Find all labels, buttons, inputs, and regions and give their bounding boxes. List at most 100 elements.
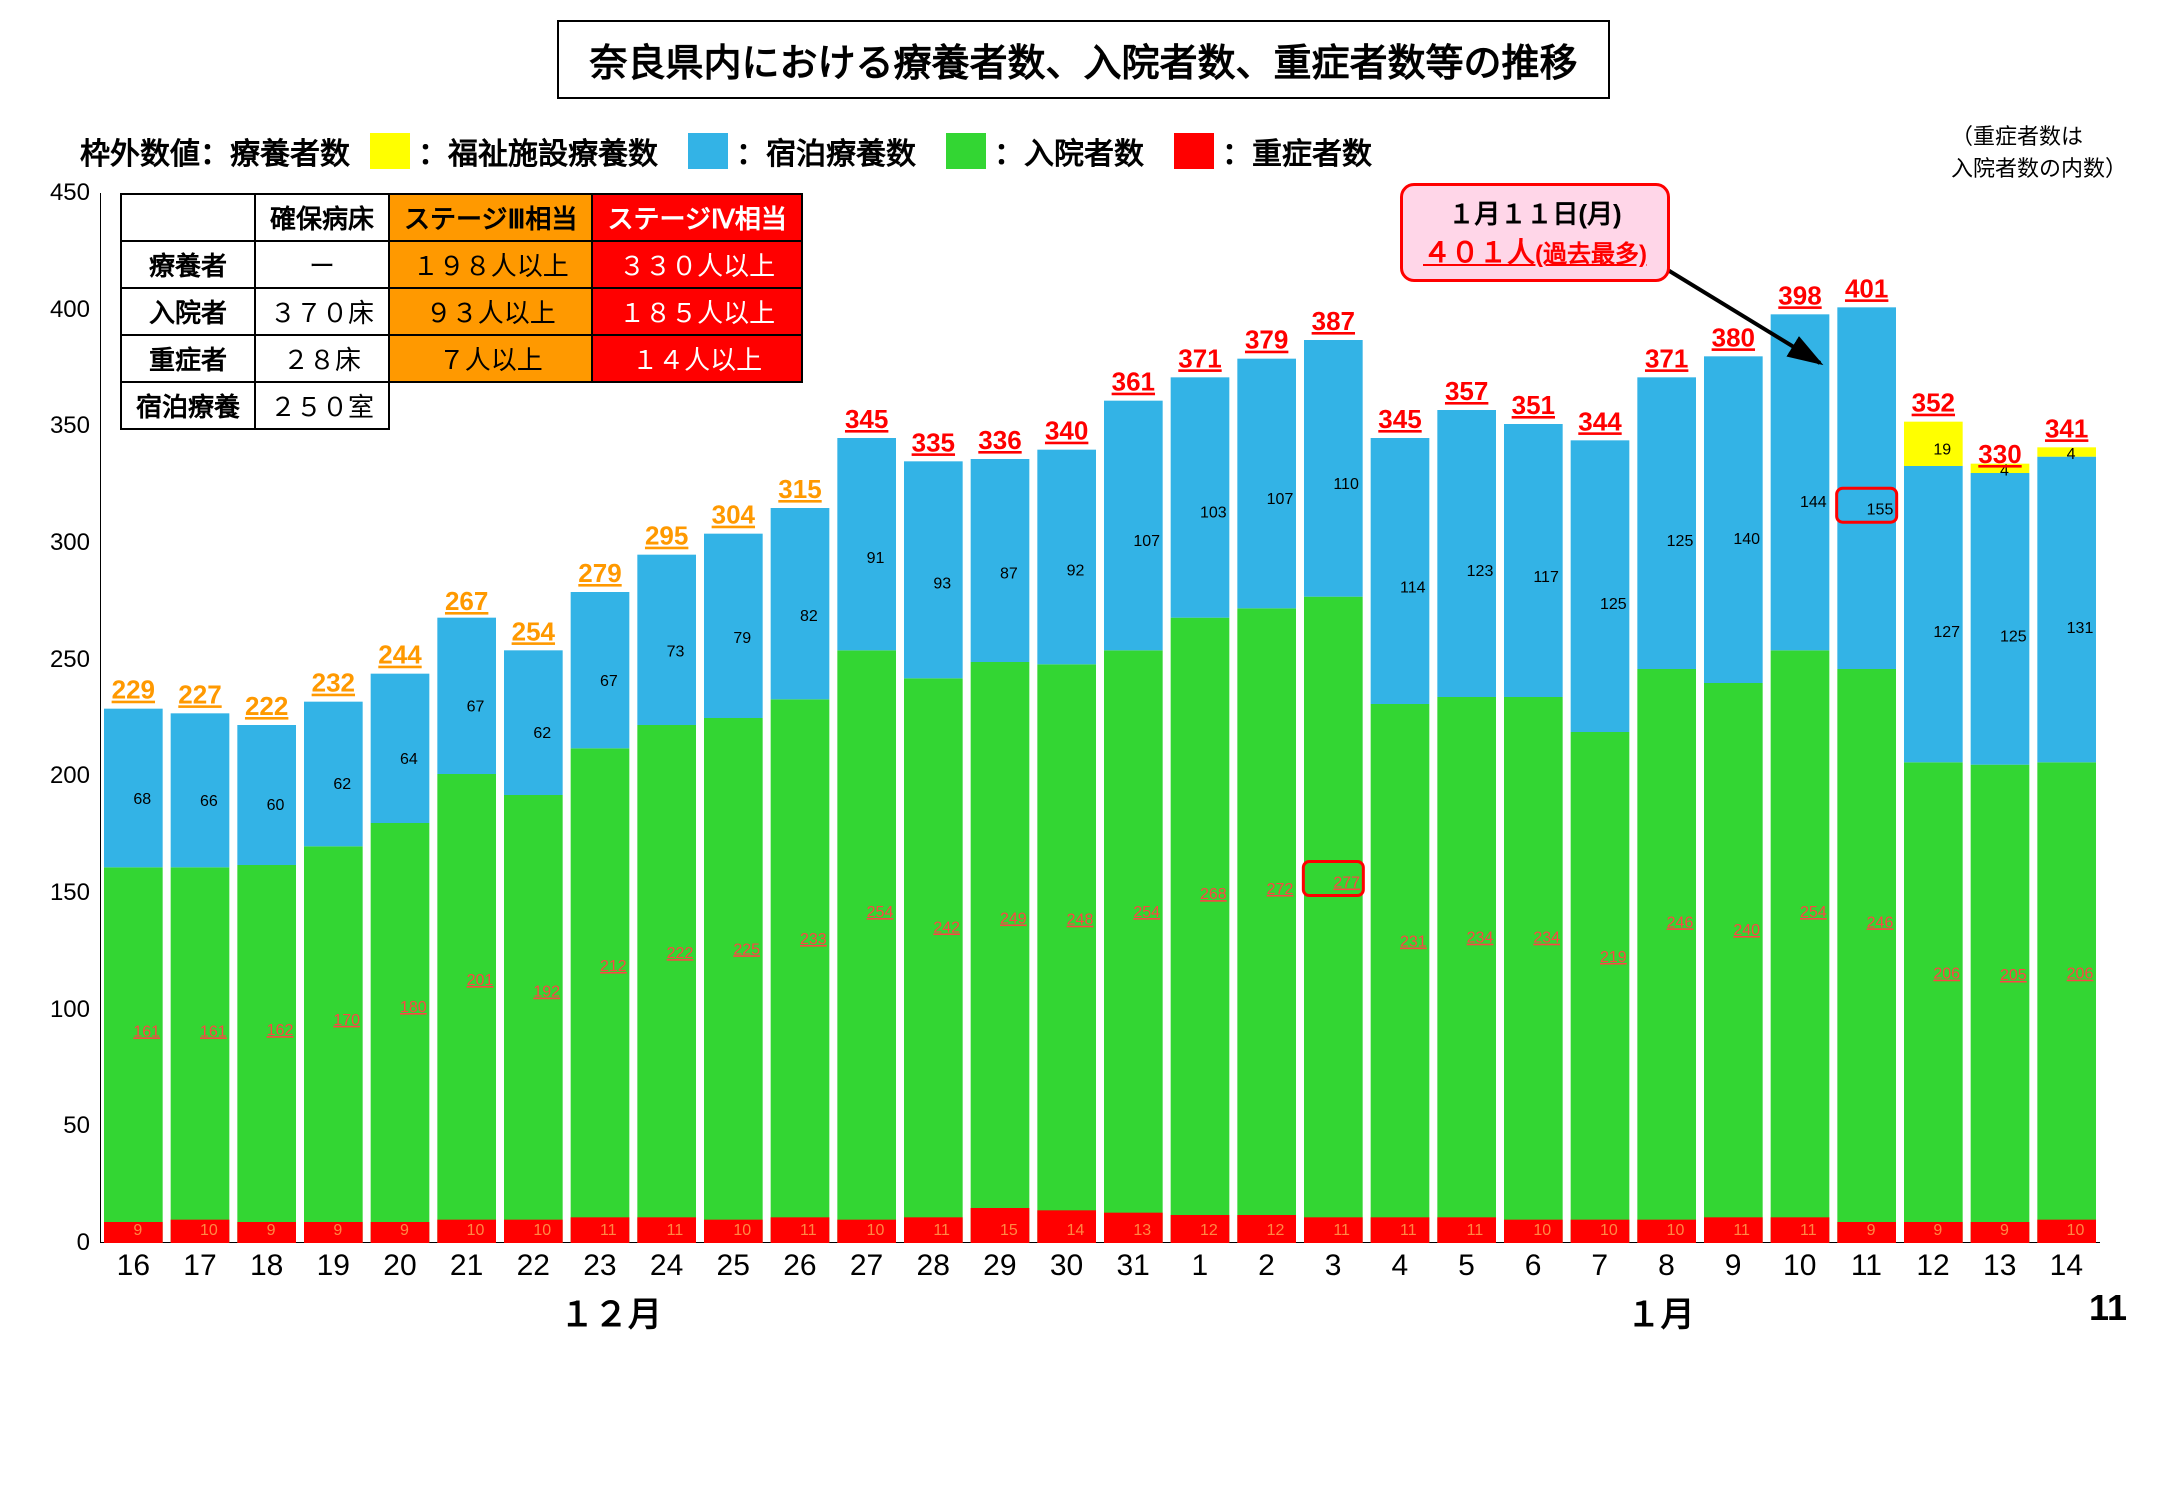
bar-value-label: 231 xyxy=(1400,934,1427,951)
bar-value-label: 11 xyxy=(600,1222,617,1239)
bar-value-label: 219 xyxy=(1600,949,1627,966)
bar-value-label: 82 xyxy=(800,608,818,625)
bar-value-label: 387 xyxy=(1312,306,1355,336)
x-tick-label: 2 xyxy=(1233,1249,1300,1283)
bar-hotel xyxy=(1104,401,1163,651)
bar-value-label: 229 xyxy=(112,675,155,705)
bar-value-label: 336 xyxy=(978,425,1021,455)
table-cell: 重症者 xyxy=(121,335,255,382)
bar-value-label: 205 xyxy=(2000,967,2027,984)
bar-hotel xyxy=(1637,377,1696,669)
bar-inpatient xyxy=(637,725,696,1243)
bar-inpatient xyxy=(1237,608,1296,1243)
bar-value-label: 125 xyxy=(2000,628,2027,645)
bar-inpatient xyxy=(1104,650,1163,1243)
table-header: ステージⅢ相当 xyxy=(389,194,592,241)
bar-value-label: 60 xyxy=(267,797,285,814)
bar-value-label: 79 xyxy=(733,630,751,647)
bar-inpatient xyxy=(171,867,230,1243)
table-cell: 入院者 xyxy=(121,288,255,335)
legend-label: ：福祉施設療養数 xyxy=(418,129,658,173)
bar-value-label: 91 xyxy=(867,550,885,567)
x-tick-label: 14 xyxy=(2033,1249,2100,1283)
table-row: 重症者２８床７人以上１４人以上 xyxy=(121,335,802,382)
bar-value-label: 114 xyxy=(1400,579,1426,596)
x-tick-label: 8 xyxy=(1633,1249,1700,1283)
bar-value-label: 125 xyxy=(1600,596,1627,613)
table-cell: 宿泊療養 xyxy=(121,382,255,429)
bar-hotel xyxy=(2037,457,2096,763)
x-tick-label: 3 xyxy=(1300,1249,1367,1283)
bar-hotel xyxy=(304,702,363,847)
x-tick-label: 10 xyxy=(1766,1249,1833,1283)
legend-label: ：重症者数 xyxy=(1222,129,1372,173)
table-cell: ２８床 xyxy=(255,335,389,382)
bar-inpatient xyxy=(437,774,496,1243)
bar-inpatient xyxy=(971,662,1030,1243)
x-tick-label: 30 xyxy=(1033,1249,1100,1283)
bar-value-label: 254 xyxy=(1133,904,1160,921)
table-cell: ー xyxy=(255,241,389,288)
bar-value-label: 9 xyxy=(400,1222,409,1239)
table-header xyxy=(121,194,255,241)
bar-value-label: 107 xyxy=(1133,533,1160,550)
bar-hotel xyxy=(1304,340,1363,597)
stage-threshold-table: 確保病床ステージⅢ相当ステージⅣ相当 療養者ー１９８人以上３３０人以上入院者３７… xyxy=(120,193,803,430)
bar-inpatient xyxy=(1171,618,1230,1243)
bar-value-label: 162 xyxy=(267,1022,294,1039)
legend-swatch xyxy=(946,133,986,169)
bar-value-label: 246 xyxy=(1667,914,1694,931)
bar-inpatient xyxy=(504,795,563,1243)
bar-value-label: 110 xyxy=(1333,476,1359,493)
x-tick-label: 13 xyxy=(1966,1249,2033,1283)
bar-value-label: 315 xyxy=(778,474,821,504)
bar-value-label: 12 xyxy=(1200,1222,1218,1239)
bar-hotel xyxy=(1971,473,2030,765)
bar-value-label: 240 xyxy=(1733,922,1760,939)
bar-value-label: 267 xyxy=(445,586,488,616)
month-label: １月 xyxy=(1627,1287,1695,1336)
bar-inpatient xyxy=(1037,664,1096,1243)
bar-value-label: 19 xyxy=(1933,441,1951,458)
bar-hotel xyxy=(104,709,163,868)
x-tick-label: 18 xyxy=(233,1249,300,1283)
x-tick-label: 19 xyxy=(300,1249,367,1283)
bar-value-label: 11 xyxy=(933,1222,950,1239)
x-axis-labels: 1617181920212223242526272829303112345678… xyxy=(100,1249,2147,1283)
bar-value-label: 131 xyxy=(2067,620,2094,637)
bar-value-label: 304 xyxy=(712,500,756,530)
table-row: 療養者ー１９８人以上３３０人以上 xyxy=(121,241,802,288)
bar-value-label: 12 xyxy=(1267,1222,1285,1239)
bar-value-label: 10 xyxy=(1600,1222,1618,1239)
bar-inpatient xyxy=(2037,762,2096,1243)
x-tick-label: 26 xyxy=(767,1249,834,1283)
bar-hotel xyxy=(904,461,963,678)
y-tick-label: 400 xyxy=(30,296,90,324)
bar-hotel xyxy=(237,725,296,865)
bar-hotel xyxy=(971,459,1030,662)
bar-inpatient xyxy=(237,865,296,1243)
legend-swatch xyxy=(370,133,410,169)
bar-value-label: 279 xyxy=(578,558,621,588)
x-tick-label: 28 xyxy=(900,1249,967,1283)
bar-value-label: 11 xyxy=(1467,1222,1484,1239)
bar-value-label: 225 xyxy=(733,941,760,958)
x-tick-label: 11 xyxy=(1833,1249,1900,1283)
bar-hotel xyxy=(1504,424,1563,697)
bar-value-label: 330 xyxy=(1978,439,2021,469)
bar-value-label: 11 xyxy=(1400,1222,1417,1239)
bar-value-label: 9 xyxy=(267,1222,276,1239)
bar-value-label: 10 xyxy=(200,1222,218,1239)
x-tick-label: 1 xyxy=(1167,1249,1234,1283)
bar-value-label: 254 xyxy=(867,904,894,921)
x-tick-label: 22 xyxy=(500,1249,567,1283)
bar-value-label: 9 xyxy=(333,1222,342,1239)
bar-value-label: 14 xyxy=(1067,1222,1085,1239)
bar-inpatient xyxy=(704,718,763,1243)
x-tick-label: 27 xyxy=(833,1249,900,1283)
bar-value-label: 10 xyxy=(1533,1222,1551,1239)
bar-value-label: 201 xyxy=(467,972,494,989)
bar-value-label: 161 xyxy=(133,1023,160,1040)
bar-inpatient xyxy=(1704,683,1763,1243)
bar-value-label: 62 xyxy=(333,776,351,793)
